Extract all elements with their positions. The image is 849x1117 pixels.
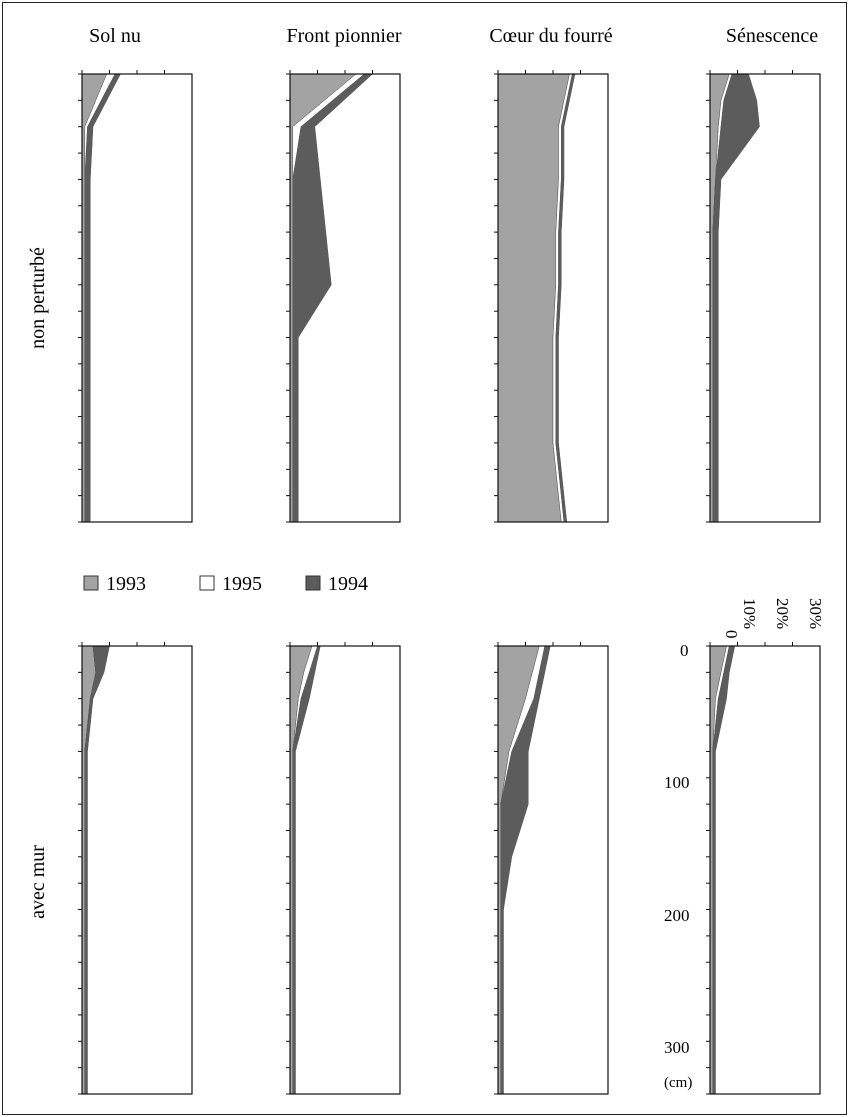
panel-non-perturbe-sol-nu-series-1994 — [84, 73, 121, 523]
x-tick-label-30: 30% — [806, 598, 825, 629]
panel-avec-mur-senescence — [706, 642, 821, 1095]
x-tick-labels: 0 10% 20% 30% — [722, 598, 825, 639]
y-tick-label-300: 300 — [664, 1038, 690, 1057]
column-title-senescence: Sénescence — [726, 25, 818, 47]
column-title-coeur-du-fourre: Cœur du fourré — [489, 25, 612, 47]
legend-swatch-1995 — [199, 575, 215, 591]
panel-avec-mur-front-pionnier-frame — [289, 645, 401, 1095]
panel-avec-mur-coeur-du-fourre — [494, 642, 609, 1095]
legend-label-1993: 1993 — [106, 573, 146, 595]
panel-non-perturbe-sol-nu — [78, 70, 193, 523]
panel-non-perturbe-coeur-du-fourre — [494, 70, 609, 523]
y-tick-label-200: 200 — [664, 906, 690, 925]
legend-label-1995: 1995 — [222, 573, 262, 595]
x-tick-label-0: 0 — [722, 630, 741, 639]
row-label-avec-mur: avec mur — [27, 845, 49, 919]
panels — [78, 70, 821, 1095]
panel-non-perturbe-front-pionnier-series-1994 — [292, 73, 374, 523]
panel-avec-mur-senescence-frame — [709, 645, 821, 1095]
legend-swatch-1993 — [83, 575, 99, 591]
row-label-non-perturbe: non perturbé — [27, 247, 49, 349]
column-title-sol-nu: Sol nu — [89, 25, 141, 47]
x-tick-label-10: 10% — [740, 598, 759, 629]
panel-non-perturbe-senescence — [706, 70, 821, 523]
panel-avec-mur-sol-nu-frame — [81, 645, 193, 1095]
y-tick-label-0: 0 — [680, 641, 689, 660]
x-tick-label-20: 20% — [773, 598, 792, 629]
y-tick-label-100: 100 — [664, 773, 690, 792]
y-unit-label: (cm) — [664, 1075, 692, 1091]
column-title-front-pionnier: Front pionnier — [287, 25, 402, 47]
panel-non-perturbe-senescence-series-1994 — [712, 73, 760, 523]
panel-avec-mur-front-pionnier — [286, 642, 401, 1095]
panel-avec-mur-sol-nu — [78, 642, 193, 1095]
legend: 1993 1995 1994 — [83, 573, 368, 595]
y-tick-labels: 0 100 200 300 (cm) — [664, 641, 692, 1091]
legend-swatch-1994 — [305, 575, 321, 591]
panel-non-perturbe-sol-nu-frame — [81, 73, 193, 523]
panel-non-perturbe-front-pionnier — [286, 70, 401, 523]
legend-label-1994: 1994 — [328, 573, 368, 595]
